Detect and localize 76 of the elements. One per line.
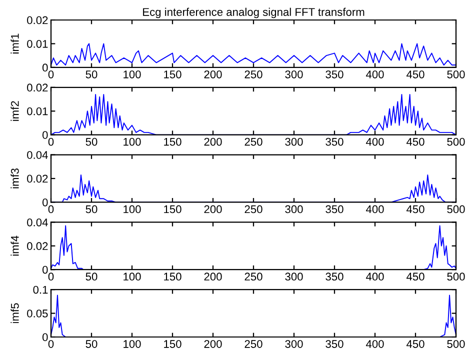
x-tick-label: 450 <box>406 138 424 146</box>
x-tick-label: 200 <box>204 138 222 146</box>
x-tick-label: 400 <box>366 272 384 281</box>
y-tick-label: 0.02 <box>27 174 48 183</box>
x-tick-label: 0 <box>48 70 54 78</box>
x-tick-label: 150 <box>164 340 182 348</box>
x-tick-label: 400 <box>366 205 384 214</box>
x-tick-label: 200 <box>204 205 222 214</box>
y-axis-title: imf1 <box>10 34 19 54</box>
x-tick-label: 100 <box>124 205 141 214</box>
chart-title: Ecg interference analog signal FFT transform <box>143 8 364 18</box>
x-tick-label: 0 <box>48 272 54 281</box>
x-tick-label: 150 <box>164 138 182 146</box>
x-tick-label: 150 <box>164 272 182 281</box>
x-tick-label: 0 <box>48 138 54 146</box>
x-tick-label: 450 <box>406 70 424 78</box>
y-tick-label: 0 <box>42 131 48 139</box>
x-tick-label: 400 <box>366 70 384 78</box>
y-tick-label: 0 <box>42 333 48 342</box>
x-tick-label: 100 <box>124 340 141 348</box>
x-tick-label: 200 <box>204 340 222 348</box>
x-tick-label: 250 <box>244 340 262 348</box>
x-tick-label: 450 <box>406 340 424 348</box>
x-tick-label: 500 <box>447 272 465 281</box>
x-tick-label: 500 <box>447 340 465 348</box>
x-tick-label: 350 <box>326 138 344 146</box>
x-tick-label: 150 <box>164 205 182 214</box>
x-tick-label: 300 <box>285 205 303 214</box>
y-tick-label: 0.04 <box>27 218 48 226</box>
y-tick-label: 0.05 <box>27 310 48 318</box>
y-tick-label: 0.02 <box>27 16 48 24</box>
x-tick-label: 350 <box>326 340 344 348</box>
x-tick-label: 50 <box>86 340 98 348</box>
x-tick-label: 500 <box>447 205 465 214</box>
x-tick-label: 0 <box>48 205 54 214</box>
x-tick-label: 350 <box>326 205 344 214</box>
x-tick-label: 350 <box>326 272 344 281</box>
x-tick-label: 0 <box>48 340 54 348</box>
x-tick-label: 250 <box>244 205 262 214</box>
x-tick-label: 50 <box>86 272 98 281</box>
x-tick-label: 300 <box>285 272 303 281</box>
x-tick-label: 50 <box>86 205 98 214</box>
y-tick-label: 0.01 <box>27 107 48 116</box>
y-tick-label: 0 <box>42 266 48 274</box>
x-tick-label: 450 <box>406 272 424 281</box>
y-axis-title: imf3 <box>10 168 19 188</box>
y-tick-label: 0.1 <box>33 286 48 294</box>
x-tick-label: 150 <box>164 70 182 78</box>
y-tick-label: 0.02 <box>27 242 48 250</box>
x-tick-label: 200 <box>204 70 222 78</box>
y-tick-label: 0 <box>42 64 48 72</box>
x-tick-label: 450 <box>406 205 424 214</box>
x-tick-label: 250 <box>244 272 262 281</box>
x-tick-label: 100 <box>124 272 141 281</box>
x-tick-label: 350 <box>326 70 344 78</box>
x-tick-label: 400 <box>366 340 384 348</box>
x-tick-label: 400 <box>366 138 384 146</box>
x-tick-label: 50 <box>86 138 98 146</box>
x-tick-label: 200 <box>204 272 222 281</box>
x-tick-label: 500 <box>447 138 465 146</box>
y-tick-label: 0.04 <box>27 151 48 159</box>
x-tick-label: 300 <box>285 138 303 146</box>
x-tick-label: 250 <box>244 138 262 146</box>
y-axis-title: imf2 <box>10 101 19 121</box>
x-tick-label: 100 <box>124 70 141 78</box>
x-tick-label: 300 <box>285 340 303 348</box>
y-axis-title: imf5 <box>10 303 19 324</box>
y-tick-label: 0.01 <box>27 40 48 48</box>
y-axis-title: imf4 <box>10 236 19 256</box>
y-tick-label: 0.02 <box>27 84 48 92</box>
x-tick-label: 250 <box>244 70 262 78</box>
x-tick-label: 500 <box>447 70 465 78</box>
x-tick-label: 300 <box>285 70 303 78</box>
x-tick-label: 100 <box>124 138 141 146</box>
y-tick-label: 0 <box>42 198 48 206</box>
x-tick-label: 50 <box>86 70 98 78</box>
